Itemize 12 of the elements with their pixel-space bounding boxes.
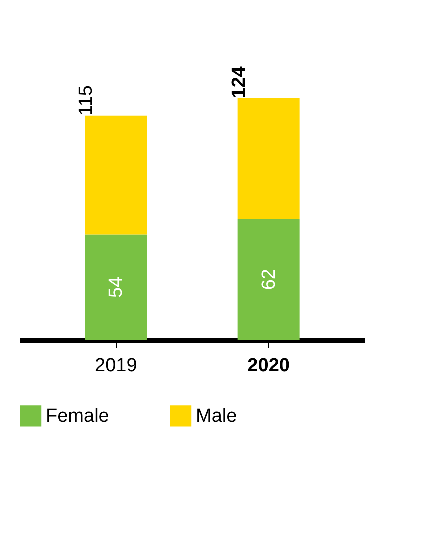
x-tick-label: 2020: [248, 356, 290, 376]
legend-label: Male: [196, 406, 238, 428]
x-tick-label: 2019: [95, 356, 138, 376]
legend-label: Female: [46, 406, 110, 428]
bar: [238, 98, 300, 220]
bar: [85, 116, 148, 235]
data-label: 54: [106, 276, 128, 298]
bar: [85, 234, 148, 340]
data-label: 62: [258, 269, 280, 290]
total-label: 115: [76, 86, 98, 116]
total-label: 124: [228, 66, 250, 98]
bar: [238, 219, 300, 340]
